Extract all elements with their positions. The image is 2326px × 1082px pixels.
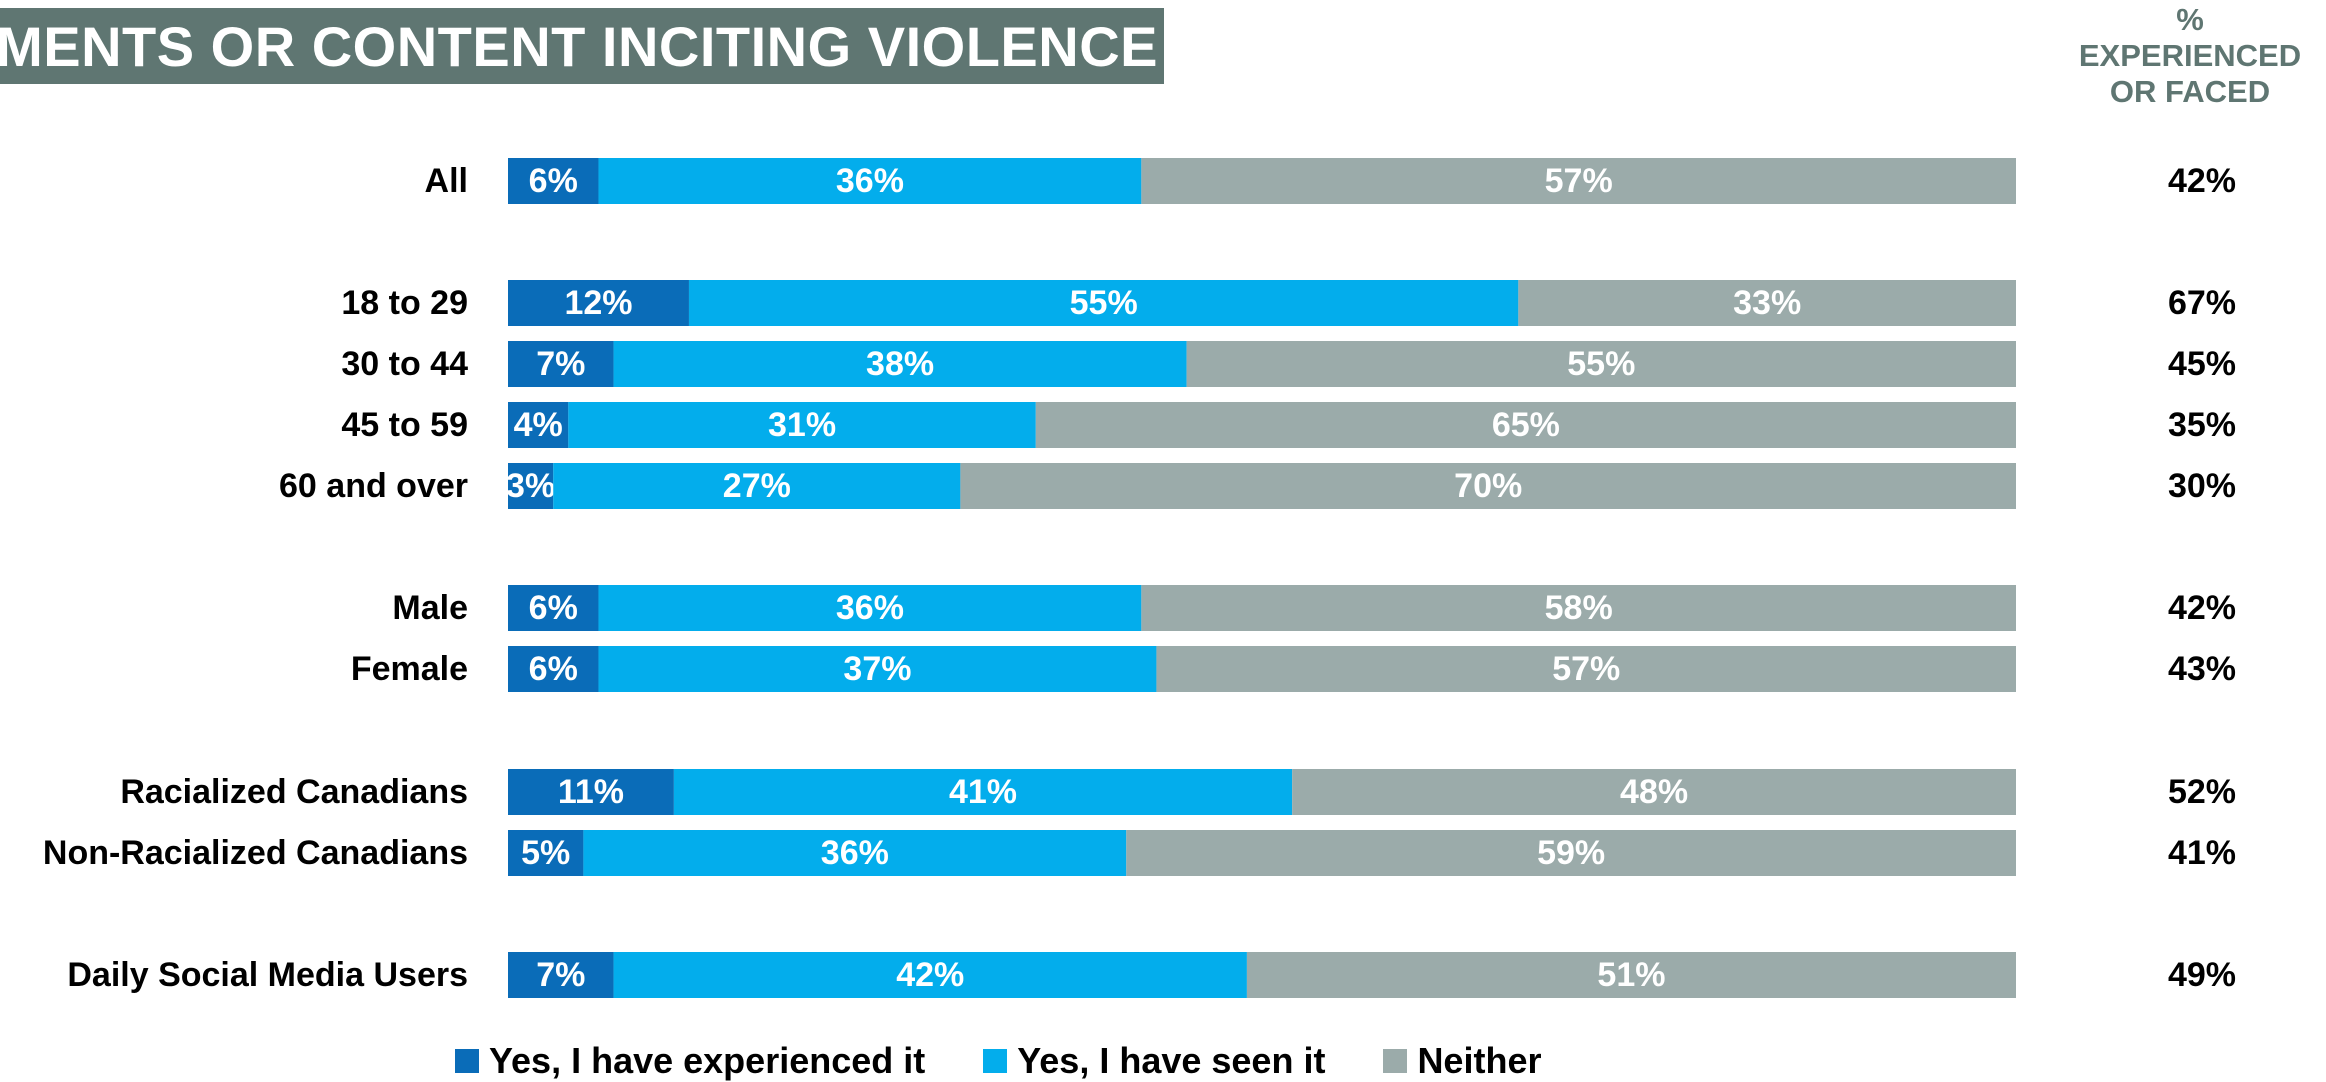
data-label-30-to-44-1: 7% xyxy=(536,345,585,383)
data-label-male-2: 36% xyxy=(836,589,904,627)
data-label-18-to-29-1: 12% xyxy=(564,284,632,322)
data-label-male-1: 6% xyxy=(529,589,578,627)
bar-segment-45-to-59-2 xyxy=(568,402,1036,448)
data-label-18-to-29-2: 55% xyxy=(1070,284,1138,322)
data-label-non-racialized-canadians-2: 36% xyxy=(821,834,889,872)
experienced-or-faced-45-to-59: 35% xyxy=(2168,406,2236,444)
bar-segment-all-1 xyxy=(508,158,599,204)
data-label-daily-social-media-users-3: 51% xyxy=(1597,956,1665,994)
bar-segment-racialized-canadians-1 xyxy=(508,769,674,815)
experienced-or-faced-all: 42% xyxy=(2168,162,2236,200)
data-label-30-to-44-3: 55% xyxy=(1567,345,1635,383)
bar-segment-18-to-29-2 xyxy=(688,280,1519,326)
experienced-label: EXPERIENCED xyxy=(2078,38,2302,73)
experienced-or-faced-racialized-canadians: 52% xyxy=(2168,773,2236,811)
data-label-all-3: 57% xyxy=(1545,162,1613,200)
legend-label-neither: Neither xyxy=(1417,1040,1542,1081)
data-label-60-and-over-1: 3% xyxy=(506,467,555,505)
legend-swatch-seen xyxy=(983,1049,1008,1073)
title-banner: MMENTS OR CONTENT INCITING VIOLENCE xyxy=(0,8,1164,84)
legend-item-seen: Yes, I have seen it xyxy=(983,1040,1325,1082)
data-label-racialized-canadians-3: 48% xyxy=(1620,773,1688,811)
legend-item-experienced: Yes, I have experienced it xyxy=(455,1040,925,1082)
bar-segment-60-and-over-3 xyxy=(960,463,2016,509)
legend: Yes, I have experienced it Yes, I have s… xyxy=(455,1040,1599,1082)
bar-segment-18-to-29-1 xyxy=(508,280,689,326)
data-label-female-1: 6% xyxy=(529,650,578,688)
data-label-60-and-over-2: 27% xyxy=(723,467,791,505)
bar-segment-18-to-29-3 xyxy=(1518,280,2016,326)
data-label-all-2: 36% xyxy=(836,162,904,200)
percent-symbol: % xyxy=(2176,2,2204,37)
data-label-female-2: 37% xyxy=(843,650,911,688)
experienced-or-faced-daily-social-media-users: 49% xyxy=(2168,956,2236,994)
bar-segment-daily-social-media-users-2 xyxy=(613,952,1247,998)
data-label-45-to-59-1: 4% xyxy=(514,406,563,444)
bar-segment-male-1 xyxy=(508,585,599,631)
category-label-all: All xyxy=(425,162,468,200)
bar-segment-30-to-44-1 xyxy=(508,341,614,387)
bar-segment-male-2 xyxy=(598,585,1142,631)
bar-segment-racialized-canadians-3 xyxy=(1292,769,2016,815)
bar-segment-60-and-over-1 xyxy=(508,463,554,509)
category-label-18-to-29: 18 to 29 xyxy=(341,284,468,322)
bar-segment-male-3 xyxy=(1141,585,2016,631)
legend-swatch-neither xyxy=(1383,1049,1408,1073)
experienced-or-faced-female: 43% xyxy=(2168,650,2236,688)
data-label-non-racialized-canadians-3: 59% xyxy=(1537,834,1605,872)
data-label-30-to-44-2: 38% xyxy=(866,345,934,383)
experienced-or-faced-18-to-29: 67% xyxy=(2168,284,2236,322)
data-label-daily-social-media-users-2: 42% xyxy=(896,956,964,994)
data-label-racialized-canadians-1: 11% xyxy=(558,773,624,811)
legend-item-neither: Neither xyxy=(1383,1040,1541,1082)
data-label-non-racialized-canadians-1: 5% xyxy=(521,834,570,872)
bar-segment-daily-social-media-users-3 xyxy=(1246,952,2016,998)
data-label-male-3: 58% xyxy=(1545,589,1613,627)
bar-segment-racialized-canadians-2 xyxy=(673,769,1293,815)
data-label-45-to-59-3: 65% xyxy=(1492,406,1560,444)
bar-segment-60-and-over-2 xyxy=(553,463,961,509)
data-label-daily-social-media-users-1: 7% xyxy=(536,956,585,994)
data-label-45-to-59-2: 31% xyxy=(768,406,836,444)
data-label-60-and-over-3: 70% xyxy=(1454,467,1522,505)
bar-segment-all-3 xyxy=(1141,158,2016,204)
data-label-racialized-canadians-2: 41% xyxy=(949,773,1017,811)
data-label-all-1: 6% xyxy=(529,162,578,200)
chart-title: MMENTS OR CONTENT INCITING VIOLENCE xyxy=(0,15,1158,78)
category-label-non-racialized-canadians: Non-Racialized Canadians xyxy=(43,834,468,872)
data-label-18-to-29-3: 33% xyxy=(1733,284,1801,322)
experienced-or-faced-non-racialized-canadians: 41% xyxy=(2168,834,2236,872)
bar-segment-non-racialized-canadians-3 xyxy=(1126,830,2016,876)
category-label-45-to-59: 45 to 59 xyxy=(341,406,468,444)
bar-segment-non-racialized-canadians-2 xyxy=(583,830,1127,876)
bar-segment-30-to-44-2 xyxy=(613,341,1187,387)
experienced-or-faced-30-to-44: 45% xyxy=(2168,345,2236,383)
category-label-female: Female xyxy=(351,650,468,688)
legend-label-seen: Yes, I have seen it xyxy=(1017,1040,1326,1081)
bar-segment-45-to-59-3 xyxy=(1035,402,2016,448)
bar-segment-all-2 xyxy=(598,158,1142,204)
bar-segment-non-racialized-canadians-1 xyxy=(508,830,584,876)
category-label-male: Male xyxy=(392,589,468,627)
experienced-or-faced-header: % EXPERIENCED OR FACED xyxy=(2060,2,2320,110)
bar-segment-female-2 xyxy=(598,646,1157,692)
data-label-female-3: 57% xyxy=(1552,650,1620,688)
experienced-or-faced-60-and-over: 30% xyxy=(2168,467,2236,505)
category-label-30-to-44: 30 to 44 xyxy=(341,345,468,383)
category-label-daily-social-media-users: Daily Social Media Users xyxy=(67,956,468,994)
category-label-racialized-canadians: Racialized Canadians xyxy=(120,773,468,811)
legend-swatch-experienced xyxy=(455,1049,479,1073)
or-faced-label: OR FACED xyxy=(2109,74,2271,109)
bar-segment-female-1 xyxy=(508,646,599,692)
legend-label-experienced: Yes, I have experienced it xyxy=(489,1040,926,1081)
bar-segment-45-to-59-1 xyxy=(508,402,569,448)
bar-segment-female-3 xyxy=(1156,646,2016,692)
bar-segment-30-to-44-3 xyxy=(1186,341,2016,387)
experienced-or-faced-male: 42% xyxy=(2168,589,2236,627)
category-label-60-and-over: 60 and over xyxy=(279,467,468,505)
bar-segment-daily-social-media-users-1 xyxy=(508,952,614,998)
